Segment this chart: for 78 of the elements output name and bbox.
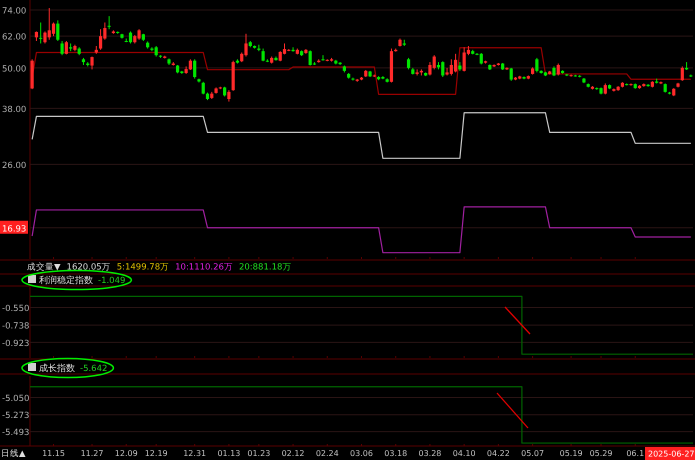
x-tick-label: 05.19 (560, 449, 583, 458)
y-tick-label: 38.00 (2, 104, 26, 115)
x-tick-label: 03.06 (350, 449, 373, 458)
candlestick (90, 56, 94, 70)
candlestick (188, 58, 192, 70)
text: 日线▲ (1, 448, 26, 459)
candlestick (108, 16, 111, 30)
candlestick (556, 63, 560, 76)
y-tick-label: 16.93 (2, 224, 26, 234)
chart-title: 利润稳定指数 (39, 275, 93, 286)
x-tick-label: 11.27 (80, 449, 104, 458)
text: -1.049 (98, 276, 126, 286)
candlestick (48, 8, 51, 40)
chart-title: 成长指数 (39, 363, 75, 374)
text: -5.642 (80, 364, 108, 374)
text: 成交量▼ (27, 262, 61, 272)
candlestick (193, 58, 196, 80)
candlestick (227, 90, 230, 102)
candlestick (39, 22, 42, 44)
candlestick (462, 46, 466, 72)
y-tick-label: -0.738 (2, 322, 30, 332)
candlestick (64, 40, 68, 55)
candlestick (52, 22, 56, 37)
x-tick-label: 05.07 (521, 449, 544, 458)
x-tick-label: 03.28 (418, 449, 442, 458)
candlestick (202, 81, 205, 95)
candlestick (552, 66, 556, 77)
x-tick-label: 11.15 (42, 449, 65, 458)
candlestick (680, 66, 684, 82)
x-tick-label: 12.31 (183, 449, 206, 458)
x-tick-label: 01.13 (217, 449, 240, 458)
text: 20:881.18万 (238, 262, 292, 272)
text: 1620.05万 (66, 262, 111, 272)
x-tick-label: 05.29 (590, 449, 612, 458)
candlestick (604, 82, 607, 95)
candlestick (43, 30, 47, 44)
y-tick-label: 62.00 (2, 32, 26, 43)
y-tick-label: 26.00 (2, 160, 26, 171)
candlestick (480, 52, 483, 65)
line-series (32, 112, 692, 159)
x-tick-label: 06.1 (626, 449, 644, 458)
candlestick (406, 57, 410, 70)
x-tick-label: 12.09 (114, 449, 138, 458)
candlestick (441, 60, 444, 78)
y-tick-label: -5.493 (2, 428, 30, 438)
candlestick (154, 45, 158, 58)
candlestick (60, 40, 64, 56)
candlestick (535, 57, 538, 73)
y-tick-label: -0.923 (2, 338, 30, 349)
x-tick-label: 01.23 (247, 449, 270, 458)
x-tick-label: 02.12 (282, 449, 305, 458)
candlestick (34, 30, 38, 42)
candlestick (262, 48, 265, 62)
text: 2025-06-27 (648, 450, 694, 458)
y-tick-label: 74.00 (2, 6, 26, 17)
x-tick-label: 04.22 (486, 449, 510, 458)
candlestick (128, 30, 132, 44)
y-tick-label: -5.050 (2, 394, 30, 404)
candlestick (244, 33, 248, 58)
candlestick (137, 28, 141, 40)
candlestick (278, 50, 282, 62)
candlestick (308, 50, 312, 66)
y-tick-label: -5.273 (2, 411, 30, 422)
x-tick-label: 02.24 (316, 449, 339, 458)
line-series (32, 206, 692, 254)
text: 5:1499.78万 (116, 262, 170, 272)
x-tick-label: 03.18 (384, 449, 408, 458)
x-tick-label: 12.19 (144, 449, 168, 458)
candlestick (664, 82, 667, 94)
y-tick-label: 50.00 (2, 64, 26, 74)
candlestick (223, 86, 226, 97)
candlestick (510, 67, 513, 82)
y-tick-label: -0.550 (2, 304, 30, 314)
candlestick (56, 20, 60, 42)
text: 10:1110.26万 (175, 262, 233, 272)
candlestick (450, 58, 453, 76)
candlestick (98, 28, 102, 50)
x-tick-label: 04.10 (452, 449, 476, 458)
